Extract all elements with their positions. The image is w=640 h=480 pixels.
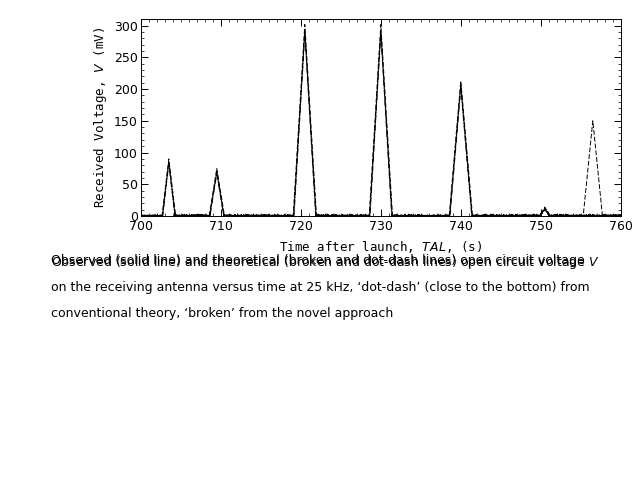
Y-axis label: Received Voltage, $V$ (mV): Received Voltage, $V$ (mV) [92, 27, 109, 208]
Text: Observed (solid line) and theoretical (broken and dot-dash lines) open circuit v: Observed (solid line) and theoretical (b… [51, 254, 600, 271]
X-axis label: Time after launch, $TAL$, (s): Time after launch, $TAL$, (s) [279, 239, 483, 255]
Text: on the receiving antenna versus time at 25 kHz, ‘dot-dash’ (close to the bottom): on the receiving antenna versus time at … [51, 281, 590, 294]
Text: Observed (solid line) and theoretical (broken and dot-dash lines) open circuit v: Observed (solid line) and theoretical (b… [51, 254, 589, 267]
Text: conventional theory, ‘broken’ from the novel approach: conventional theory, ‘broken’ from the n… [51, 307, 394, 320]
